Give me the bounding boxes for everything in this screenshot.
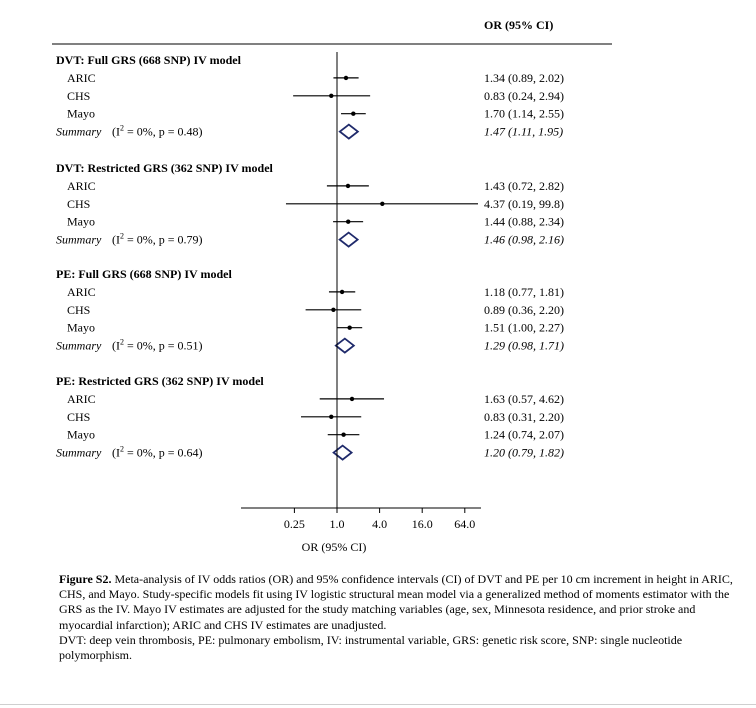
stats-suffix: = 0%, p = 0.48) — [124, 125, 203, 139]
stats-superscript: 2 — [120, 232, 124, 241]
point-estimate — [347, 325, 352, 330]
x-tick-label: 16.0 — [412, 517, 433, 531]
forest-rows: DVT: Full GRS (668 SNP) IV model ARIC 1.34… — [56, 53, 564, 461]
summary-estimate-text: 1.29 (0.98, 1.71) — [484, 339, 564, 353]
study-label: ARIC — [67, 392, 96, 406]
estimate-text: 0.83 (0.31, 2.20) — [484, 410, 564, 424]
group-title: PE: Full GRS (668 SNP) IV model — [56, 267, 232, 281]
estimate-text: 1.70 (1.14, 2.55) — [484, 107, 564, 121]
study-label: Mayo — [67, 428, 95, 442]
summary-diamond — [338, 231, 360, 248]
stats-suffix: = 0%, p = 0.64) — [124, 446, 203, 460]
point-estimate — [331, 307, 336, 312]
estimate-text: 1.51 (1.00, 2.27) — [484, 321, 564, 335]
study-label: CHS — [67, 197, 90, 211]
stats-suffix: = 0%, p = 0.79) — [124, 233, 203, 247]
summary-estimate-text: 1.46 (0.98, 2.16) — [484, 233, 564, 247]
stats-superscript: 2 — [120, 124, 124, 133]
group-title: DVT: Restricted GRS (362 SNP) IV model — [56, 161, 274, 175]
estimate-text: 1.63 (0.57, 4.62) — [484, 392, 564, 406]
stats-prefix: (I — [112, 339, 120, 353]
study-label: ARIC — [67, 179, 96, 193]
group-title: PE: Restricted GRS (362 SNP) IV model — [56, 374, 264, 388]
heterogeneity-stats: (I2 = 0%, p = 0.48) — [112, 124, 203, 139]
caption-abbreviations: DVT: deep vein thrombosis, PE: pulmonary… — [59, 632, 683, 663]
estimate-text: 4.37 (0.19, 99.8) — [484, 197, 564, 211]
estimate-text: 0.89 (0.36, 2.20) — [484, 303, 564, 317]
study-label: Mayo — [67, 215, 95, 229]
estimate-text: 1.43 (0.72, 2.82) — [484, 179, 564, 193]
point-estimate — [341, 432, 346, 437]
study-label: ARIC — [67, 71, 96, 85]
point-estimate — [339, 289, 345, 295]
stats-prefix: (I — [112, 446, 120, 460]
point-estimate — [351, 111, 356, 116]
point-estimate — [343, 75, 349, 81]
study-label: CHS — [67, 89, 90, 103]
stats-prefix: (I — [112, 125, 120, 139]
x-axis-label: OR (95% CI) — [302, 540, 367, 554]
x-tick-label: 4.0 — [372, 517, 387, 531]
estimate-text: 1.18 (0.77, 1.81) — [484, 285, 564, 299]
summary-label: Summary — [56, 233, 102, 247]
estimate-text: 1.34 (0.89, 2.02) — [484, 71, 564, 85]
study-label: Mayo — [67, 321, 95, 335]
point-estimate — [346, 219, 351, 224]
study-label: CHS — [67, 410, 90, 424]
summary-estimate-text: 1.47 (1.11, 1.95) — [484, 125, 563, 139]
column-header: OR (95% CI) — [484, 18, 553, 32]
summary-label: Summary — [56, 339, 102, 353]
summary-label: Summary — [56, 446, 102, 460]
summary-diamond — [338, 123, 360, 140]
x-tick-label: 0.25 — [284, 517, 305, 531]
figure-label: Figure S2. — [59, 572, 112, 586]
caption-main: Figure S2. Meta-analysis of IV odds rati… — [59, 572, 739, 633]
study-label: CHS — [67, 303, 90, 317]
heterogeneity-stats: (I2 = 0%, p = 0.51) — [112, 338, 203, 353]
x-axis-ticks: 0.25 1.0 4.0 16.0 64.0 — [284, 508, 475, 531]
x-tick-label: 64.0 — [454, 517, 475, 531]
caption-text: Meta-analysis of IV odds ratios (OR) and… — [59, 572, 733, 632]
heterogeneity-stats: (I2 = 0%, p = 0.79) — [112, 232, 203, 247]
point-estimate — [345, 183, 351, 189]
stats-superscript: 2 — [120, 445, 124, 454]
group-title: DVT: Full GRS (668 SNP) IV model — [56, 53, 242, 67]
stats-prefix: (I — [112, 233, 120, 247]
study-label: Mayo — [67, 107, 95, 121]
stats-superscript: 2 — [120, 338, 124, 347]
study-label: ARIC — [67, 285, 96, 299]
heterogeneity-stats: (I2 = 0%, p = 0.64) — [112, 445, 203, 460]
estimate-text: 0.83 (0.24, 2.94) — [484, 89, 564, 103]
point-estimate — [349, 396, 355, 402]
summary-label: Summary — [56, 125, 102, 139]
stats-suffix: = 0%, p = 0.51) — [124, 339, 203, 353]
figure-caption: Figure S2. Meta-analysis of IV odds rati… — [59, 572, 739, 663]
x-tick-label: 1.0 — [330, 517, 345, 531]
page-divider — [0, 704, 756, 705]
point-estimate — [329, 93, 334, 99]
forest-plot: OR (95% CI) DVT: Full GRS (668 SNP) IV m… — [52, 18, 612, 554]
point-estimate — [329, 414, 334, 419]
point-estimate — [380, 201, 385, 206]
estimate-text: 1.24 (0.74, 2.07) — [484, 428, 564, 442]
summary-estimate-text: 1.20 (0.79, 1.82) — [484, 446, 564, 460]
summary-diamond — [332, 444, 354, 461]
summary-diamond — [334, 337, 356, 354]
estimate-text: 1.44 (0.88, 2.34) — [484, 215, 564, 229]
